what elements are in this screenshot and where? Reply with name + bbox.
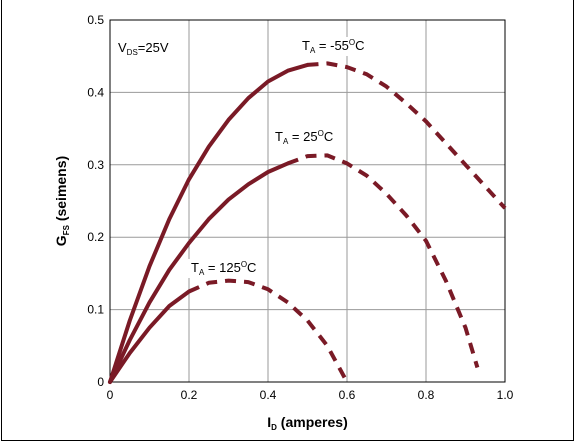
y-tick-label: 0.2 — [87, 230, 104, 244]
x-tick-label: 0 — [107, 388, 114, 402]
y-tick-label: 0.5 — [87, 13, 104, 27]
series-label-main: T — [302, 38, 310, 53]
series-label-rest: C — [355, 38, 364, 53]
series-0-solid-line — [108, 62, 310, 384]
series-label-sup: O — [318, 129, 324, 138]
y-tick-label: 0.1 — [87, 303, 104, 317]
series-label-main: T — [191, 260, 199, 275]
series-label-sup: O — [349, 38, 355, 47]
y-tick-label: 0.4 — [87, 85, 104, 99]
series-label-rest: C — [247, 260, 256, 275]
series-1-dashed-line — [287, 153, 480, 369]
x-axis-label: ID (amperes) — [267, 414, 347, 432]
x-tick-label: 0.4 — [260, 388, 277, 402]
series-2-solid-line — [108, 289, 191, 384]
x-axis-label-rest: (amperes) — [277, 414, 348, 430]
series-label-sup: O — [241, 260, 247, 269]
x-axis-label-main: I — [267, 414, 271, 430]
series-label-sub: A — [310, 46, 316, 55]
series-1-solid-line — [108, 161, 290, 384]
series-label-1: TA = 25OC — [275, 129, 333, 146]
condition-sub: DS — [127, 48, 138, 57]
series-label-mid: = -55 — [315, 38, 349, 53]
x-tick-label: 0.6 — [339, 388, 356, 402]
series-label-mid: = 125 — [204, 260, 241, 275]
series-0-dashed-line — [307, 61, 507, 210]
series-label-main: T — [275, 129, 283, 144]
y-axis-label: GFS (seimens) — [53, 156, 71, 246]
series-label-bg — [272, 128, 337, 147]
tick-labels: 0 0.2 0.4 0.6 0.8 1.0 0 0.1 0.2 0.3 0.4 0.5 — [87, 13, 513, 402]
series-label-sub: A — [283, 137, 289, 146]
grid — [110, 20, 505, 382]
series-label-bg — [188, 259, 260, 278]
series-group — [108, 61, 507, 384]
condition-main: V — [118, 40, 127, 55]
series-label-2: TA = 125OC — [191, 260, 256, 277]
plot-area — [109, 19, 506, 383]
y-axis-label-main: G — [53, 235, 69, 246]
series-label-sub: A — [199, 268, 205, 277]
x-tick-label: 1.0 — [497, 388, 514, 402]
y-tick-label: 0 — [97, 375, 104, 389]
x-tick-label: 0.8 — [418, 388, 435, 402]
series-label-0: TA = -55OC — [302, 38, 365, 55]
series-label-mid: = 25 — [288, 129, 317, 144]
x-axis-label-sub: D — [271, 423, 277, 432]
y-tick-label: 0.3 — [87, 158, 104, 172]
series-label-bg — [299, 37, 368, 56]
y-axis-label-sub: FS — [62, 224, 71, 235]
y-axis-label-rest: (seimens) — [53, 156, 69, 225]
x-tick-label: 0.2 — [181, 388, 198, 402]
series-label-rest: C — [324, 129, 333, 144]
condition-label: VDS=25V — [118, 40, 169, 57]
condition-rest: =25V — [138, 40, 169, 55]
series-2-dashed-line — [188, 278, 349, 383]
